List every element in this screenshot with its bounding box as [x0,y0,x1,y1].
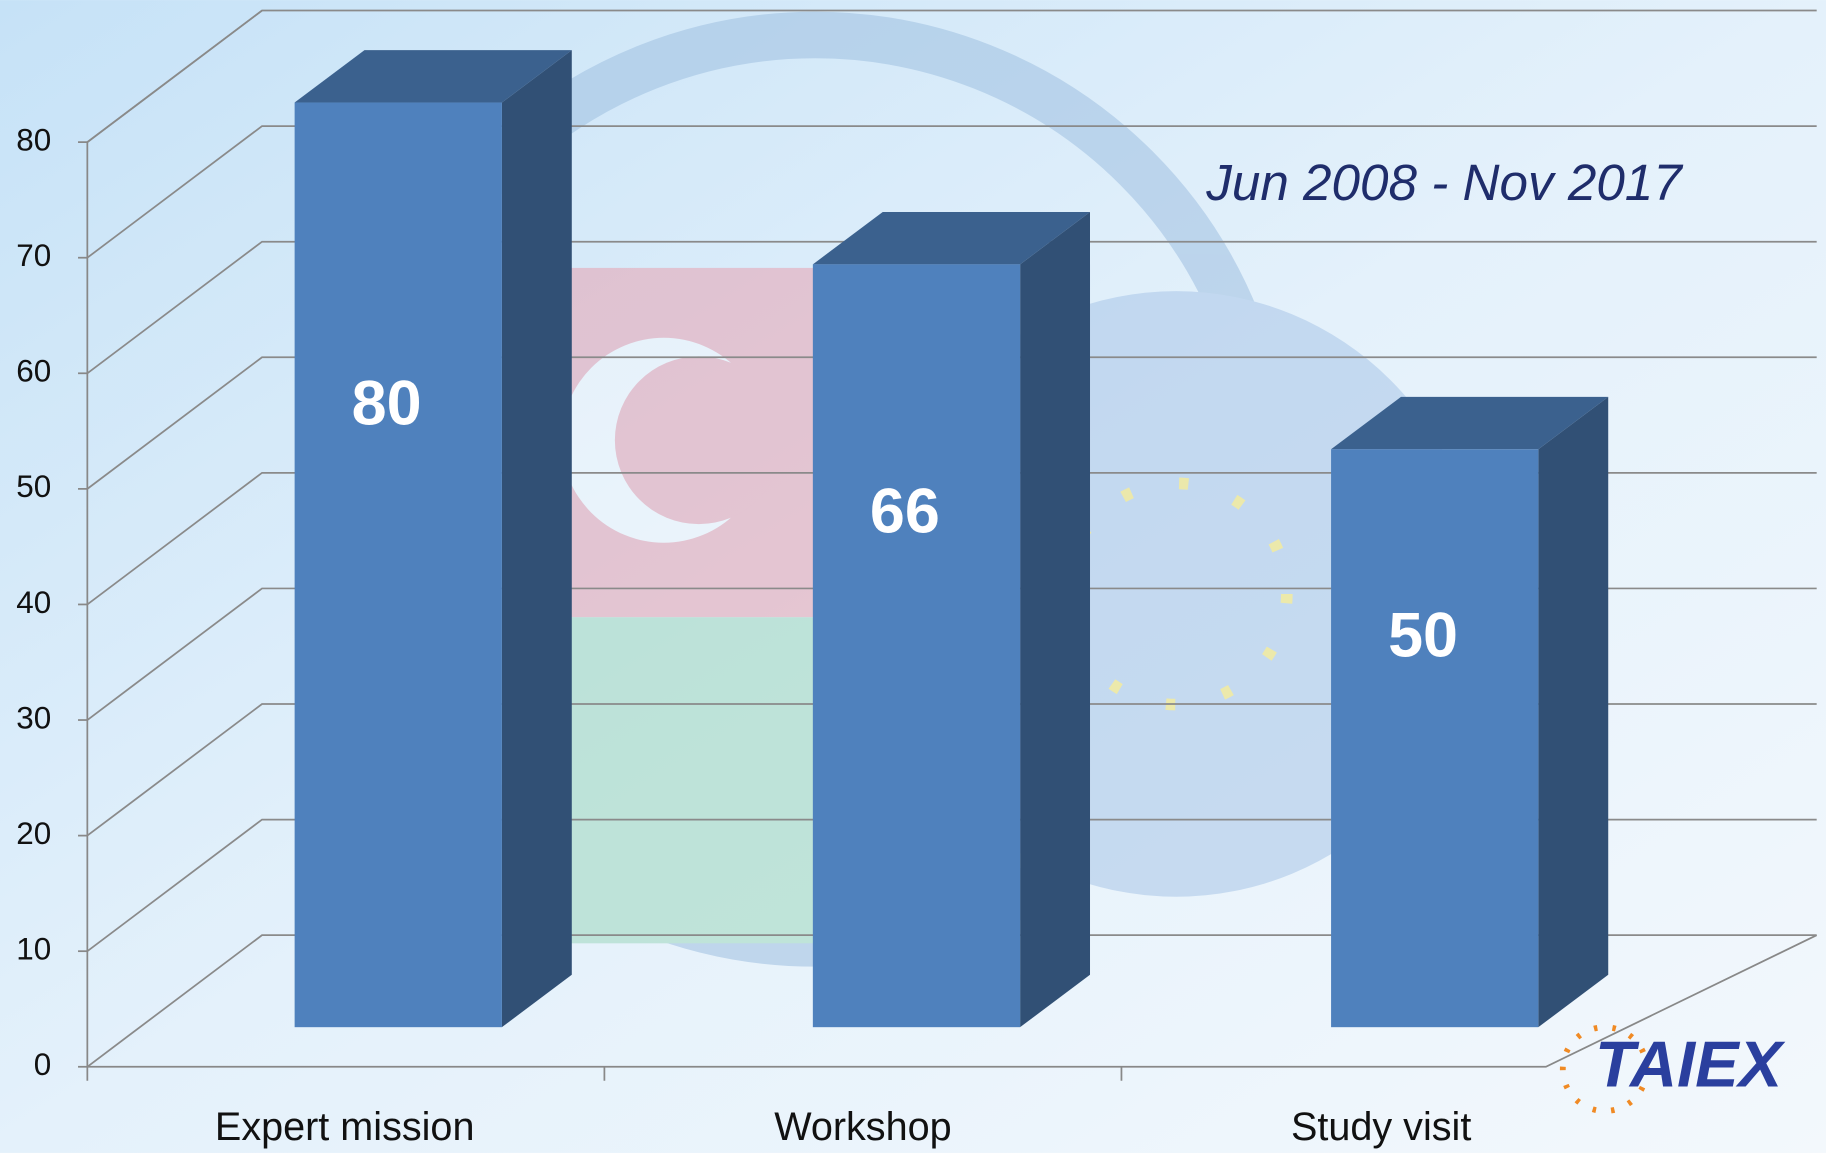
subtitle: Jun 2008 - Nov 2017 [1205,154,1684,211]
data-label: 66 [870,477,940,547]
y-tick-label: 30 [16,700,51,735]
y-tick-label: 80 [16,122,51,157]
bar-side [1538,397,1608,1027]
y-tick-label: 10 [16,932,51,967]
logo: TAIEX [1563,1027,1786,1111]
bar [1331,449,1538,1027]
y-tick-label: 20 [16,816,51,851]
bar [295,103,502,1028]
bar [813,264,1020,1027]
y-tick-label: 40 [16,585,51,620]
data-label: 80 [352,368,422,438]
data-label: 50 [1388,601,1458,671]
y-tick-label: 60 [16,354,51,389]
x-tick-label: Study visit [1291,1105,1471,1149]
x-tick-label: Expert mission [215,1105,475,1149]
y-tick-label: 70 [16,238,51,273]
chart: Jun 2008 - Nov 2017 0 10 20 30 40 50 60 70 80 80 E… [0,0,1826,1153]
x-tick-label: Workshop [774,1105,951,1149]
logo-text: TAIEX [1595,1027,1786,1100]
bar-side [1020,212,1090,1027]
y-tick-label: 0 [34,1047,51,1082]
bar-side [502,50,572,1027]
y-tick-label: 50 [16,469,51,504]
page: Jun 2008 - Nov 2017 0 10 20 30 40 50 60 70 80 80 E… [0,0,1826,1153]
